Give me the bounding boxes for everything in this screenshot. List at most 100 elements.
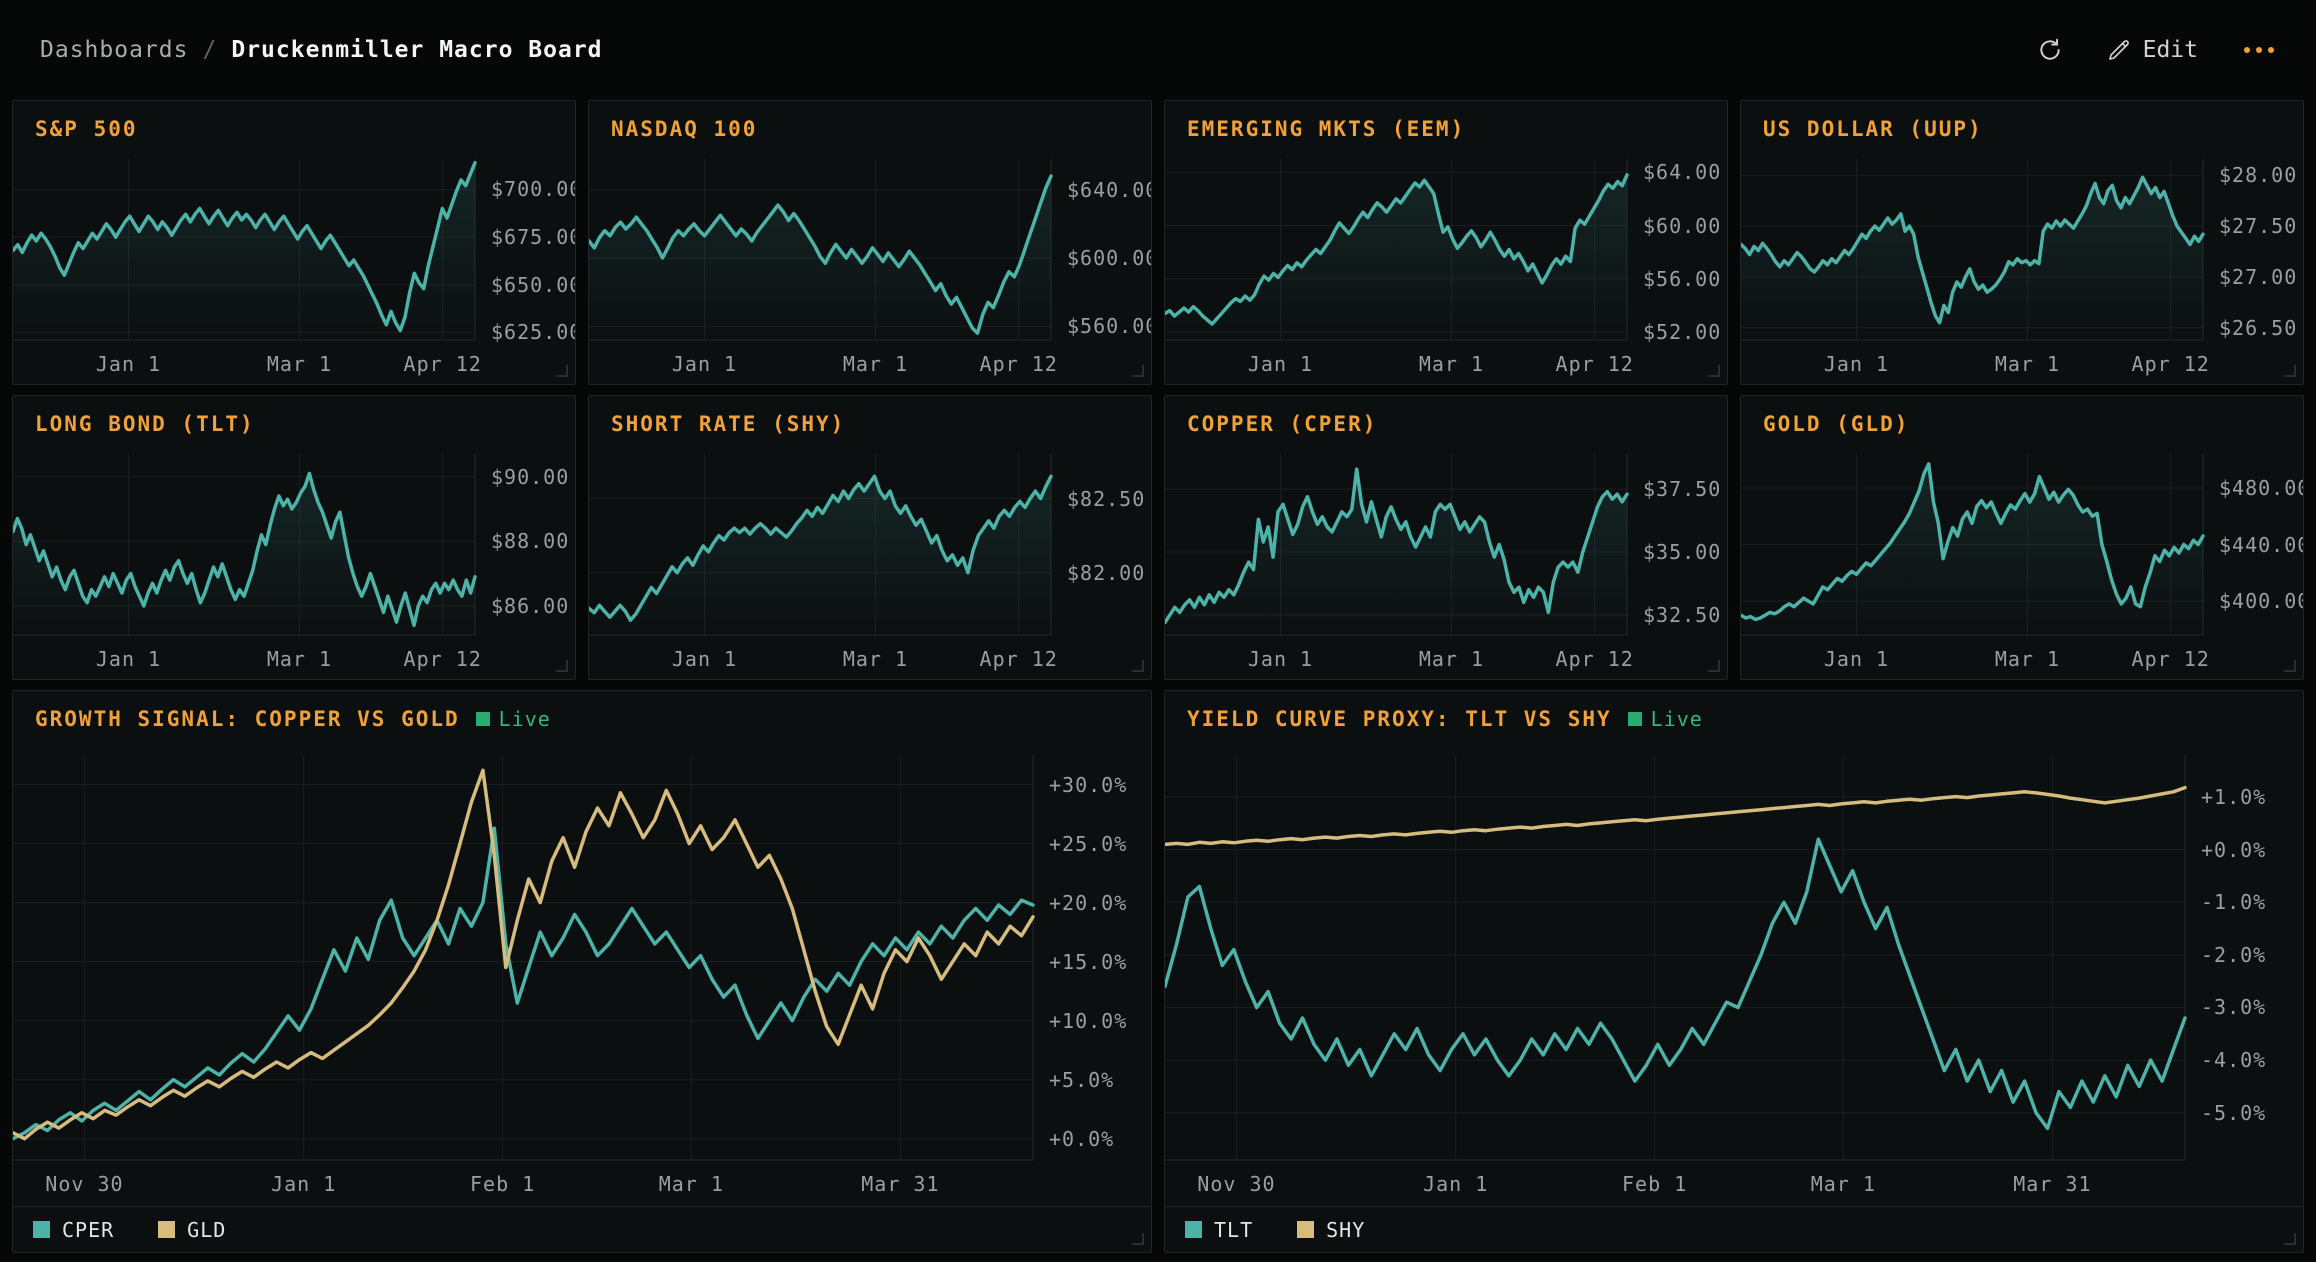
resize-grip[interactable] bbox=[1708, 365, 1720, 377]
panel-title: YIELD CURVE PROXY: TLT VS SHY bbox=[1187, 707, 1612, 731]
panel-eem: EMERGING MKTS (EEM) $64.00 $60.00 $56.00 $5… bbox=[1164, 100, 1728, 385]
y-axis-tick-label: -5.0% bbox=[2201, 1100, 2267, 1125]
y-axis-tick-label: $52.00 bbox=[1643, 320, 1722, 344]
x-axis-tick-label: Nov 30 bbox=[1197, 1172, 1276, 1196]
y-axis-tick-label: $90.00 bbox=[491, 464, 570, 489]
legend-item-cper[interactable]: CPER bbox=[33, 1218, 114, 1242]
resize-grip[interactable] bbox=[1708, 660, 1720, 672]
x-axis-tick-label: Mar 1 bbox=[842, 352, 909, 376]
resize-grip[interactable] bbox=[556, 365, 568, 377]
x-axis-tick-label: Jan 1 bbox=[671, 352, 738, 376]
y-axis-tick-label: -4.0% bbox=[2201, 1048, 2267, 1073]
x-axis-tick-label: Jan 1 bbox=[1823, 647, 1890, 671]
resize-grip[interactable] bbox=[2284, 1233, 2296, 1245]
eem-chart[interactable]: $64.00 $60.00 $56.00 $52.00 Jan 1 Mar 1 Apr 12 bbox=[1165, 101, 1727, 384]
gld-chart[interactable]: $480.00 $440.00 $400.00 Jan 1 Mar 1 Apr 12 bbox=[1741, 396, 2303, 679]
more-options-button[interactable] bbox=[2242, 41, 2276, 59]
x-axis-tick-label: Apr 12 bbox=[403, 647, 482, 671]
x-axis-tick-label: Feb 1 bbox=[1621, 1172, 1688, 1196]
x-axis-tick-label: Apr 12 bbox=[979, 647, 1058, 671]
y-axis-tick-label: +5.0% bbox=[1049, 1067, 1115, 1092]
nasdaq100-chart[interactable]: $640.00 $600.00 $560.00 Jan 1 Mar 1 Apr 12 bbox=[589, 101, 1151, 384]
y-axis-tick-label: $56.00 bbox=[1643, 266, 1722, 291]
y-axis-tick-label: $64.00 bbox=[1643, 160, 1722, 185]
legend-item-shy[interactable]: SHY bbox=[1297, 1218, 1365, 1242]
breadcrumb-separator: / bbox=[202, 37, 218, 63]
x-axis-tick-label: Mar 1 bbox=[1994, 647, 2061, 671]
panel-title: GROWTH SIGNAL: COPPER VS GOLD bbox=[35, 707, 460, 731]
panel-cper: COPPER (CPER) $37.50 $35.00 $32.50 Jan 1 Mar… bbox=[1164, 395, 1728, 680]
y-axis-tick-label: $675.00 bbox=[491, 225, 576, 250]
chart-legend: CPER GLD bbox=[13, 1206, 1151, 1252]
breadcrumb-dashboards-link[interactable]: Dashboards bbox=[40, 37, 189, 63]
live-badge-label: Live bbox=[1650, 707, 1703, 731]
resize-grip[interactable] bbox=[556, 660, 568, 672]
live-badge: Live bbox=[1627, 707, 1703, 731]
y-axis-tick-label: $28.00 bbox=[2219, 163, 2298, 188]
panel-title: LONG BOND (TLT) bbox=[35, 412, 255, 436]
page-title: Druckenmiller Macro Board bbox=[231, 37, 603, 63]
yield-curve-chart[interactable]: +1.0% +0.0% -1.0% -2.0% -3.0% -4.0% -5.0% Nov 3… bbox=[1165, 691, 2303, 1206]
x-axis-tick-label: Jan 1 bbox=[671, 647, 738, 671]
live-indicator-icon bbox=[475, 712, 490, 726]
x-axis-tick-label: Jan 1 bbox=[95, 352, 162, 376]
shy-chart[interactable]: $82.50 $82.00 Jan 1 Mar 1 Apr 12 bbox=[589, 396, 1151, 679]
panel-sp500: S&P 500 $700.00 $675.00 $650.00 $625.00 Jan … bbox=[12, 100, 576, 385]
panel-uup: US DOLLAR (UUP) $28.00 $27.50 $27.00 $26.50… bbox=[1740, 100, 2304, 385]
x-axis-tick-label: Apr 12 bbox=[2131, 647, 2210, 671]
x-axis-tick-label: Mar 1 bbox=[266, 647, 333, 671]
x-axis-tick-label: Feb 1 bbox=[469, 1172, 536, 1196]
y-axis-tick-label: $35.00 bbox=[1643, 540, 1722, 565]
resize-grip[interactable] bbox=[1132, 1233, 1144, 1245]
panel-growth-signal: GROWTH SIGNAL: COPPER VS GOLD Live +30.0… bbox=[12, 690, 1152, 1253]
legend-label: SHY bbox=[1326, 1217, 1366, 1242]
x-axis-tick-label: Jan 1 bbox=[95, 647, 162, 671]
y-axis-tick-label: $600.00 bbox=[1067, 246, 1152, 271]
panel-yield-curve-proxy: YIELD CURVE PROXY: TLT VS SHY Live +1.0%… bbox=[1164, 690, 2304, 1253]
y-axis-tick-label: +10.0% bbox=[1049, 1008, 1128, 1033]
x-axis-tick-label: Apr 12 bbox=[1555, 352, 1634, 376]
x-axis-tick-label: Apr 12 bbox=[403, 352, 482, 376]
y-axis-tick-label: $625.00 bbox=[491, 320, 576, 345]
panel-gld: GOLD (GLD) $480.00 $440.00 $400.00 Jan 1 Mar… bbox=[1740, 395, 2304, 680]
sp500-chart[interactable]: $700.00 $675.00 $650.00 $625.00 Jan 1 Mar 1 Ap… bbox=[13, 101, 575, 384]
pencil-icon bbox=[2107, 38, 2131, 62]
refresh-icon bbox=[2037, 37, 2063, 63]
refresh-button[interactable] bbox=[2037, 37, 2063, 63]
uup-chart[interactable]: $28.00 $27.50 $27.00 $26.50 Jan 1 Mar 1 Apr 12 bbox=[1741, 101, 2303, 384]
chart-legend: TLT SHY bbox=[1165, 1206, 2303, 1252]
legend-item-tlt[interactable]: TLT bbox=[1185, 1218, 1253, 1242]
panel-title: GOLD (GLD) bbox=[1763, 412, 1910, 436]
panel-title: US DOLLAR (UUP) bbox=[1763, 117, 1983, 141]
resize-grip[interactable] bbox=[2284, 660, 2296, 672]
x-axis-tick-label: Jan 1 bbox=[1247, 352, 1314, 376]
cper-chart[interactable]: $37.50 $35.00 $32.50 Jan 1 Mar 1 Apr 12 bbox=[1165, 396, 1727, 679]
growth-signal-chart[interactable]: +30.0% +25.0% +20.0% +15.0% +10.0% +5.0% +0.0%… bbox=[13, 691, 1151, 1206]
panel-title: SHORT RATE (SHY) bbox=[611, 412, 846, 436]
resize-grip[interactable] bbox=[2284, 365, 2296, 377]
y-axis-tick-label: $88.00 bbox=[491, 529, 570, 554]
panel-tlt: LONG BOND (TLT) $90.00 $88.00 $86.00 Jan 1 M… bbox=[12, 395, 576, 680]
resize-grip[interactable] bbox=[1132, 365, 1144, 377]
live-badge: Live bbox=[475, 707, 551, 731]
x-axis-tick-label: Mar 1 bbox=[266, 352, 333, 376]
edit-button[interactable]: Edit bbox=[2107, 37, 2198, 63]
y-axis-tick-label: +20.0% bbox=[1049, 890, 1128, 915]
live-indicator-icon bbox=[1627, 712, 1642, 726]
y-axis-tick-label: +0.0% bbox=[1049, 1126, 1115, 1151]
y-axis-tick-label: +1.0% bbox=[2201, 785, 2267, 810]
panel-title: COPPER (CPER) bbox=[1187, 412, 1378, 436]
live-badge-label: Live bbox=[498, 707, 551, 731]
edit-button-label: Edit bbox=[2142, 37, 2198, 63]
tlt-chart[interactable]: $90.00 $88.00 $86.00 Jan 1 Mar 1 Apr 12 bbox=[13, 396, 575, 679]
x-axis-tick-label: Apr 12 bbox=[979, 352, 1058, 376]
x-axis-tick-label: Apr 12 bbox=[2131, 352, 2210, 376]
shy-swatch-icon bbox=[1297, 1221, 1315, 1238]
y-axis-tick-label: +0.0% bbox=[2201, 837, 2267, 862]
resize-grip[interactable] bbox=[1132, 660, 1144, 672]
y-axis-tick-label: $27.00 bbox=[2219, 264, 2298, 289]
legend-item-gld[interactable]: GLD bbox=[158, 1218, 226, 1242]
y-axis-tick-label: $560.00 bbox=[1067, 314, 1152, 339]
x-axis-tick-label: Jan 1 bbox=[271, 1172, 337, 1196]
x-axis-tick-label: Mar 1 bbox=[1810, 1172, 1876, 1196]
